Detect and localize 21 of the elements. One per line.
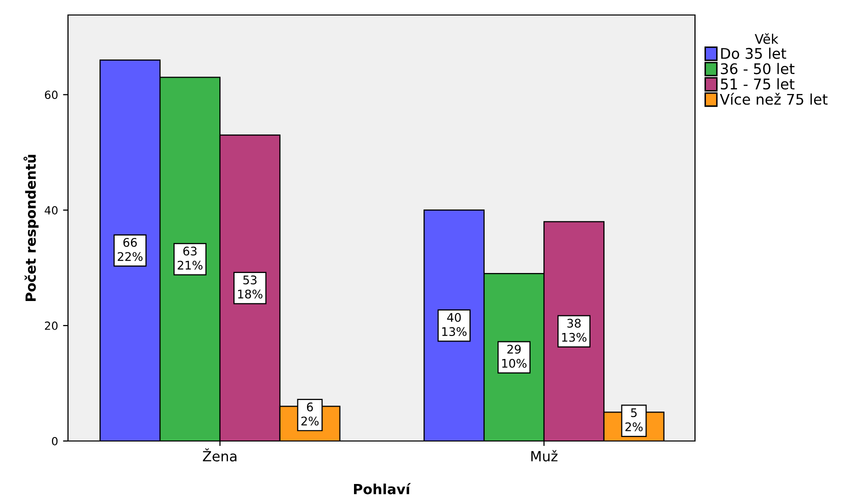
y-tick-label: 0 (52, 436, 58, 446)
data-label: 6 2% (301, 402, 319, 426)
x-tick-label: Muž (531, 450, 558, 462)
legend-title: Věk (754, 33, 778, 44)
legend-label: 36 - 50 let (720, 62, 794, 74)
legend-label: 51 - 75 let (720, 78, 794, 90)
legend-label: Více než 75 let (720, 92, 828, 105)
data-label: 40 13% (442, 312, 467, 336)
data-label: 29 10% (502, 344, 526, 368)
x-tick-label: Žena (202, 448, 236, 462)
data-label: 63 21% (178, 246, 202, 270)
data-label: 66 22% (118, 238, 143, 261)
y-axis-title: Počet respondentů (24, 154, 39, 301)
legend-label: Do 35 let (721, 48, 786, 59)
data-label: 53 18% (238, 275, 262, 299)
data-label: 38 13% (562, 318, 586, 342)
y-tick-label: 40 (44, 206, 58, 214)
y-tick-label: 20 (44, 322, 58, 330)
y-tick-label: 60 (44, 90, 58, 100)
data-label: 5 2% (625, 408, 643, 432)
x-axis-title: Pohlaví (354, 483, 411, 494)
